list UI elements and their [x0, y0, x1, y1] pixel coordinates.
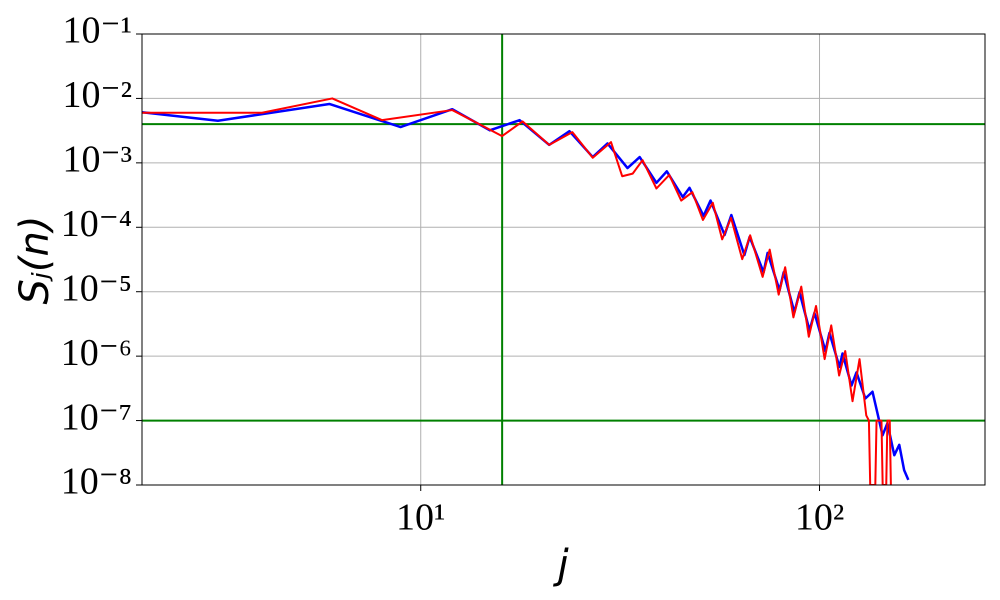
y-axis-label: Sⱼ(n)	[12, 216, 58, 305]
plot-frame	[141, 33, 986, 486]
y-tick-label: 10⁻⁶	[61, 332, 132, 374]
y-tick-label: 10⁻¹	[63, 10, 132, 52]
y-tick-label: 10⁻⁴	[61, 203, 132, 245]
y-tick-label: 10⁻⁷	[61, 396, 132, 438]
data-line	[142, 97, 892, 485]
tick-labels: 10¹ 10² 10⁻⁸ 10⁻⁷ 10⁻⁶ 10⁻⁵ 10⁻⁴ 10⁻³ 10⁻² 10⁻¹	[61, 10, 845, 539]
x-tick-label: 10¹	[396, 497, 445, 539]
y-tick-label: 10⁻⁸	[61, 461, 132, 503]
plot-lines	[142, 34, 985, 485]
y-tick-label: 10⁻⁵	[61, 267, 132, 309]
y-tick-label: 10⁻³	[63, 139, 132, 181]
x-axis-label: j	[552, 542, 569, 588]
y-tick-label: 10⁻²	[63, 74, 132, 116]
plot-area	[142, 34, 985, 485]
x-tick-label: 10²	[795, 497, 844, 539]
